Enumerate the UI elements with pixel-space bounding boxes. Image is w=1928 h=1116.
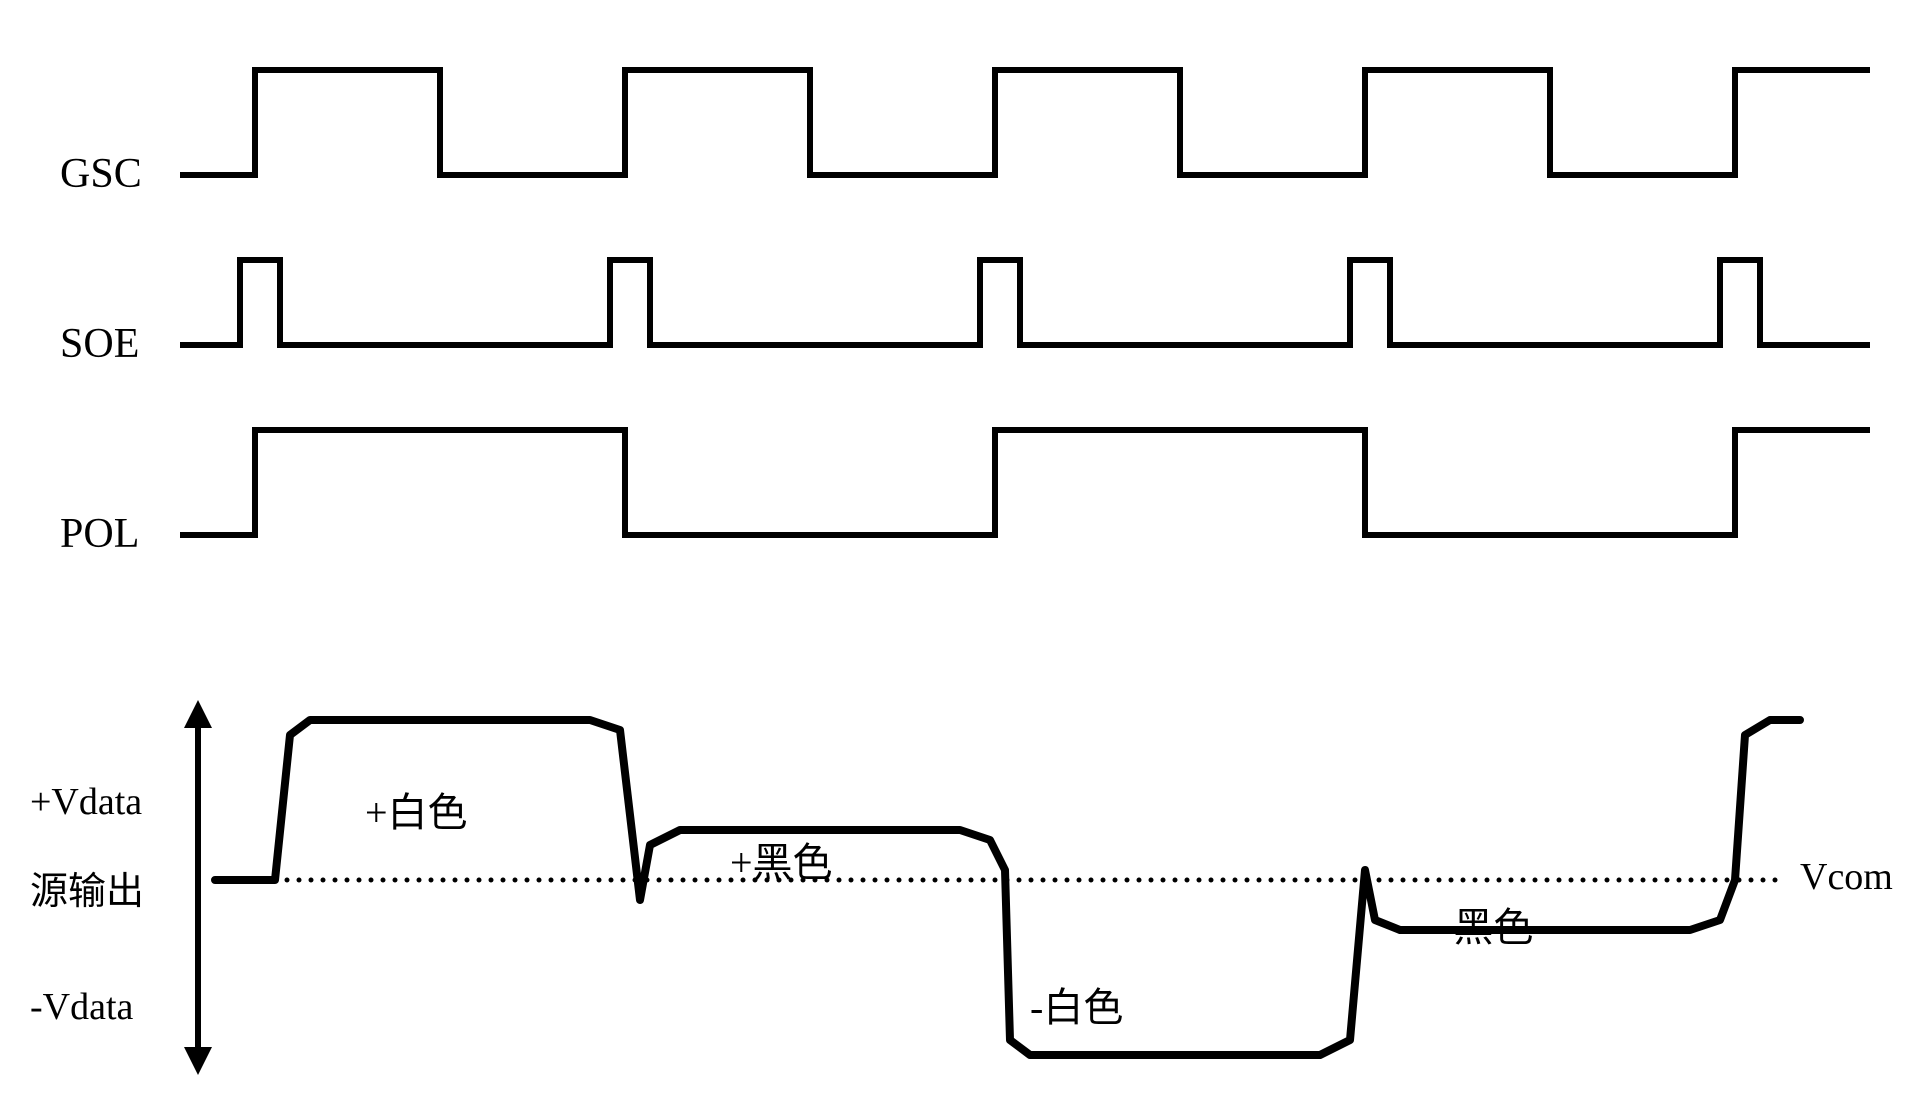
soe-waveform xyxy=(180,260,1870,345)
soe-label: SOE xyxy=(60,320,139,368)
gsc-waveform xyxy=(180,70,1870,175)
source-output-label: 源输出 xyxy=(30,860,144,915)
gsc-label: GSC xyxy=(60,150,142,198)
vdata-neg-label: -Vdata xyxy=(30,985,133,1029)
vdata-pos-label: +Vdata xyxy=(30,780,142,824)
vcom-label: Vcom xyxy=(1800,855,1893,899)
pol-waveform xyxy=(180,430,1870,535)
timing-diagram xyxy=(0,0,1928,1116)
pos-white-annotation: +白色 xyxy=(365,780,468,838)
neg-black-annotation: -黑色 xyxy=(1440,895,1533,953)
pos-black-annotation: +黑色 xyxy=(730,830,833,888)
source-output-waveform xyxy=(215,720,1800,1055)
voltage-arrows xyxy=(184,700,212,1075)
neg-white-annotation: -白色 xyxy=(1030,975,1123,1033)
vcom-reference-line xyxy=(213,878,1778,883)
pol-label: POL xyxy=(60,510,139,558)
